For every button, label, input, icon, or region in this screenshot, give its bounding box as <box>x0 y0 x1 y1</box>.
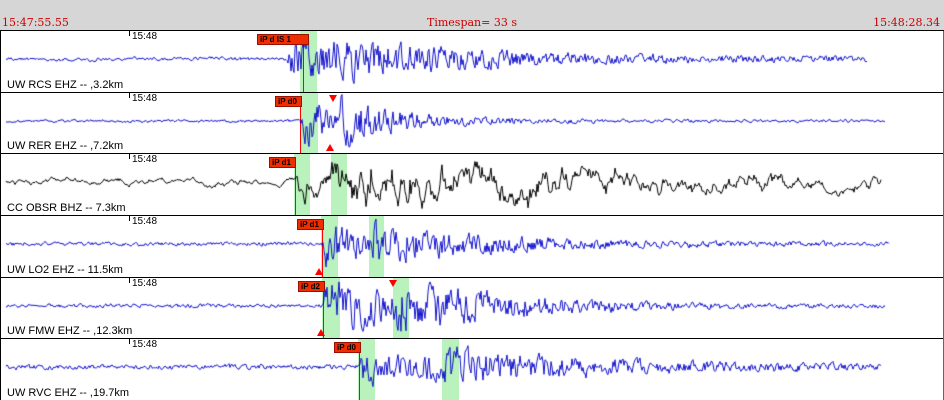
station-label: UW LO2 EHZ -- 11.5km <box>7 263 123 276</box>
time-tick-label: 15:48 <box>132 277 158 289</box>
time-tick-mark <box>129 31 130 36</box>
trace-panel-rcs: 15:48 iP d IS 1 UW RCS EHZ -- ,3.2km <box>1 31 943 93</box>
waveform-canvas[interactable] <box>1 216 943 277</box>
waveform-canvas[interactable] <box>1 339 943 400</box>
trace-panel-obsr: 15:48 iP d1 CC OBSR BHZ -- 7.3km <box>1 154 943 217</box>
station-label: CC OBSR BHZ -- 7.3km <box>7 202 126 215</box>
phase-pick-flag[interactable]: iP d0 <box>334 342 361 354</box>
time-tick-mark <box>129 277 130 283</box>
station-label: UW RER EHZ -- ,7.2km <box>7 140 124 153</box>
phase-pick-flag[interactable]: iP d0 <box>275 95 302 107</box>
trace-panel-lo2: 15:48 iP d1 UW LO2 EHZ -- 11.5km <box>1 216 943 278</box>
waveform-canvas[interactable] <box>1 31 943 92</box>
timespan-label: Timespan= 33 s <box>427 16 517 29</box>
time-tick-mark <box>129 154 130 160</box>
event-summary-bar: 61117912 UW 2016-03-19 15:48:04.76 46.84… <box>0 0 944 16</box>
waveform-canvas[interactable] <box>1 92 943 154</box>
pick-marker-triangle[interactable] <box>389 279 397 287</box>
pick-marker-triangle[interactable] <box>329 94 337 102</box>
station-label: UW RVC EHZ -- ,19.7km <box>7 387 130 400</box>
trace-panel-rer: 15:48 iP d0 UW RER EHZ -- ,7.2km <box>1 92 943 155</box>
pick-marker-triangle[interactable] <box>326 144 334 152</box>
phase-pick-flag[interactable]: iP d2 <box>298 280 325 292</box>
trace-panel-rvc: 15:48 iP d0 UW RVC EHZ -- ,19.7km <box>1 339 943 400</box>
trace-panel-fmw: 15:48 iP d2 UW FMW EHZ -- ,12.3km <box>1 277 943 340</box>
time-tick-label: 15:48 <box>132 339 158 351</box>
time-tick-mark <box>129 339 130 345</box>
time-tick-mark <box>129 92 130 98</box>
time-tick-label: 15:48 <box>132 154 158 166</box>
waveform-canvas[interactable] <box>1 154 943 216</box>
trace-list: 15:48 iP d IS 1 UW RCS EHZ -- ,3.2km 15:48 i… <box>0 31 944 400</box>
window-start-time: 15:47:55.55 <box>2 16 69 29</box>
waveform-canvas[interactable] <box>1 277 943 339</box>
phase-pick-flag[interactable]: iP d IS 1 <box>257 34 309 45</box>
pick-marker-triangle[interactable] <box>315 267 323 275</box>
time-tick-label: 15:48 <box>132 216 158 228</box>
time-tick-label: 15:48 <box>132 31 158 42</box>
phase-pick-flag[interactable]: iP d1 <box>297 219 324 231</box>
time-tick-label: 15:48 <box>132 92 158 104</box>
time-tick-mark <box>129 216 130 222</box>
station-label: UW RCS EHZ -- ,3.2km <box>7 78 124 91</box>
phase-pick-flag[interactable]: iP d1 <box>269 157 296 169</box>
station-label: UW FMW EHZ -- ,12.3km <box>7 325 133 338</box>
window-end-time: 15:48:28.34 <box>873 16 940 29</box>
time-range-bar: 15:47:55.55 Timespan= 33 s 15:48:28.34 <box>0 16 944 31</box>
pick-marker-triangle[interactable] <box>317 329 325 337</box>
